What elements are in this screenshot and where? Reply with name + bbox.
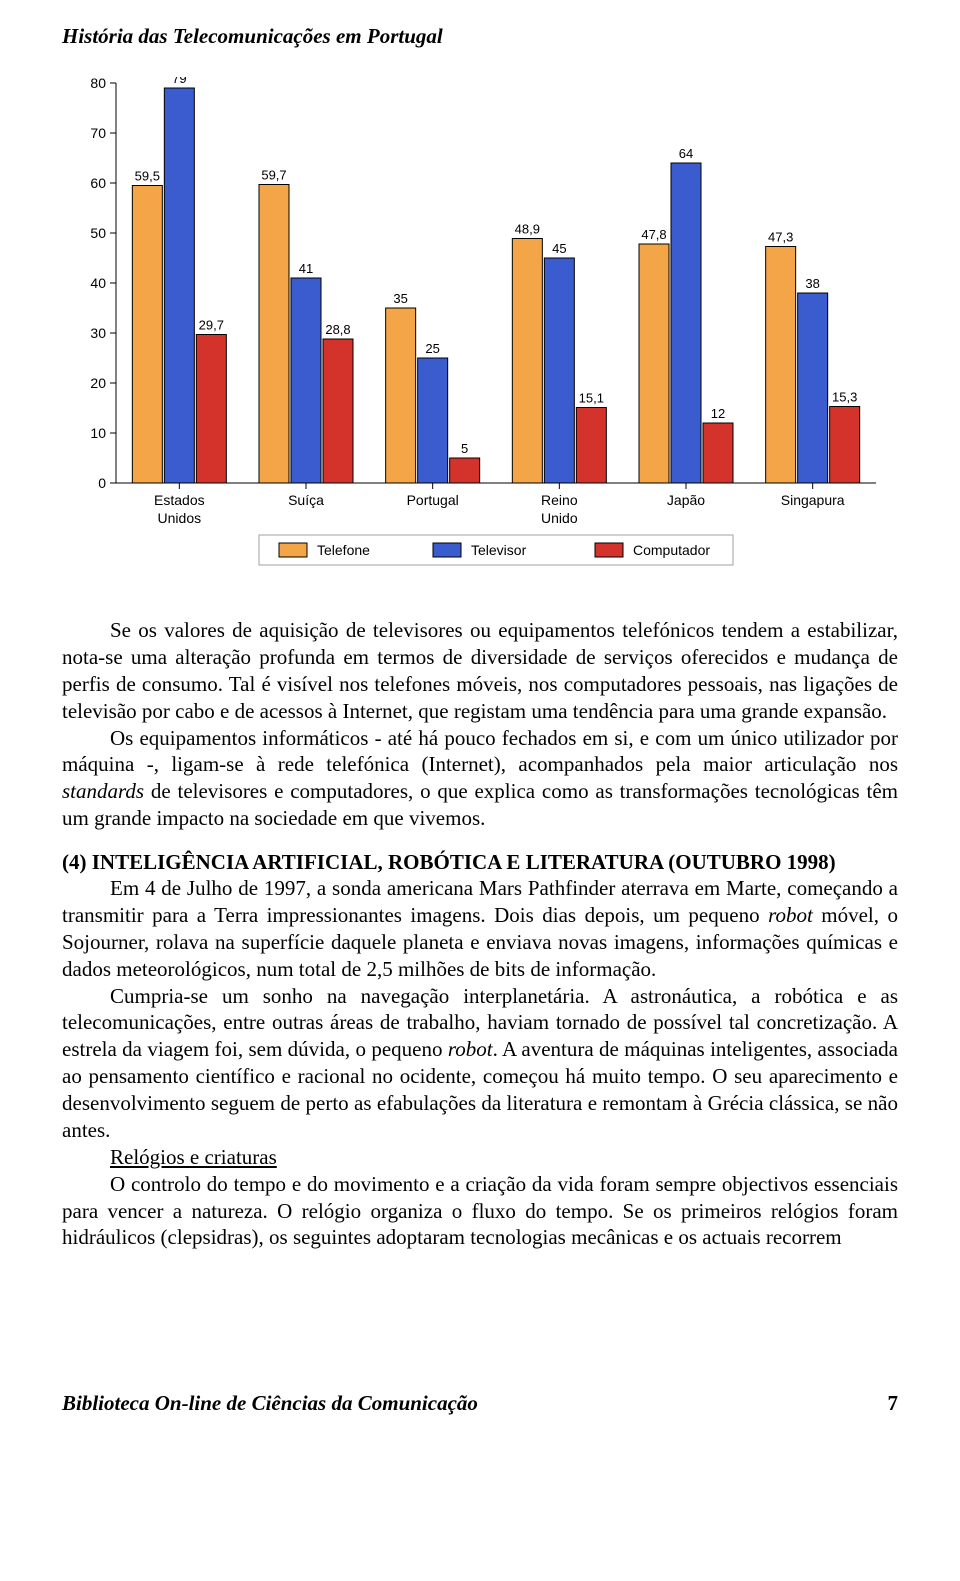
svg-text:64: 64 <box>679 146 693 161</box>
svg-text:Suíça: Suíça <box>288 492 324 508</box>
svg-text:35: 35 <box>393 291 407 306</box>
paragraph-text: O controlo do tempo e do movimento e a c… <box>62 1172 898 1250</box>
footer-page-number: 7 <box>888 1391 899 1416</box>
svg-text:40: 40 <box>90 275 106 291</box>
paragraph-text: Se os valores de aquisição de televisore… <box>62 618 898 723</box>
svg-text:28,8: 28,8 <box>325 322 350 337</box>
svg-text:Computador: Computador <box>633 542 710 558</box>
svg-text:Singapura: Singapura <box>781 492 845 508</box>
svg-text:59,7: 59,7 <box>261 168 286 183</box>
svg-text:60: 60 <box>90 175 106 191</box>
italic-term: robot <box>768 903 813 927</box>
svg-text:30: 30 <box>90 325 106 341</box>
svg-text:79: 79 <box>172 77 186 86</box>
section-heading: (4) INTELIGÊNCIA ARTIFICIAL, ROBÓTICA E … <box>62 850 898 875</box>
italic-term: robot <box>448 1037 493 1061</box>
svg-text:10: 10 <box>90 425 106 441</box>
paragraph-text: Os equipamentos informáticos - até há po… <box>62 726 898 777</box>
paragraph-text: de televisores e computadores, o que exp… <box>62 779 898 830</box>
grouped-bar-chart: 0 10 20 30 40 50 60 70 80 Estados Unidos 59,5 79 29,7… <box>64 77 890 587</box>
svg-text:20: 20 <box>90 375 106 391</box>
svg-text:0: 0 <box>98 475 106 491</box>
svg-text:Unidos: Unidos <box>158 510 202 526</box>
svg-text:5: 5 <box>461 441 468 456</box>
svg-text:Portugal: Portugal <box>407 492 459 508</box>
svg-text:15,3: 15,3 <box>832 390 857 405</box>
subsection-heading: Relógios e criaturas <box>110 1145 277 1169</box>
svg-text:Estados: Estados <box>154 492 205 508</box>
paragraph-1: Se os valores de aquisição de televisore… <box>62 617 898 832</box>
svg-text:47,8: 47,8 <box>641 227 666 242</box>
svg-text:48,9: 48,9 <box>515 222 540 237</box>
bar-chart-container: 0 10 20 30 40 50 60 70 80 Estados Unidos 59,5 79 29,7… <box>64 77 896 587</box>
svg-text:25: 25 <box>425 341 439 356</box>
page-title: História das Telecomunicações em Portuga… <box>62 24 898 49</box>
svg-text:Japão: Japão <box>667 492 705 508</box>
svg-text:41: 41 <box>299 261 313 276</box>
svg-text:Televisor: Televisor <box>471 542 527 558</box>
svg-text:50: 50 <box>90 225 106 241</box>
footer-source: Biblioteca On-line de Ciências da Comuni… <box>62 1391 478 1416</box>
svg-text:Unido: Unido <box>541 510 578 526</box>
svg-text:45: 45 <box>552 241 566 256</box>
svg-text:Telefone: Telefone <box>317 542 370 558</box>
svg-text:12: 12 <box>711 406 725 421</box>
italic-term: standards <box>62 779 144 803</box>
svg-text:29,7: 29,7 <box>199 318 224 333</box>
svg-text:47,3: 47,3 <box>768 230 793 245</box>
svg-text:59,5: 59,5 <box>135 169 160 184</box>
svg-text:15,1: 15,1 <box>579 391 604 406</box>
svg-text:38: 38 <box>805 276 819 291</box>
svg-text:Reino: Reino <box>541 492 578 508</box>
page-footer: Biblioteca On-line de Ciências da Comuni… <box>62 1391 898 1416</box>
svg-text:70: 70 <box>90 125 106 141</box>
paragraph-2: Em 4 de Julho de 1997, a sonda americana… <box>62 875 898 1251</box>
svg-text:80: 80 <box>90 77 106 91</box>
